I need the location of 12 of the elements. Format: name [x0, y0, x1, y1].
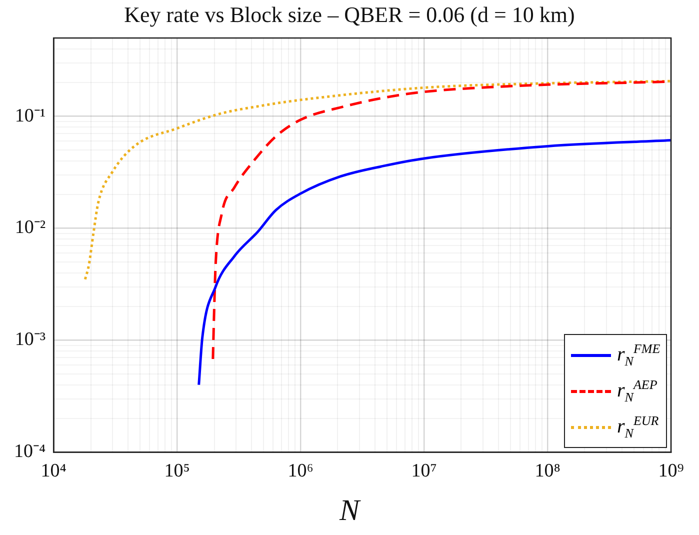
x-tick-label: 10⁹ — [658, 460, 684, 482]
x-tick-label: 10⁵ — [164, 460, 190, 482]
x-tick-label: 10⁷ — [411, 460, 437, 482]
y-tick-label: 10⁻² — [14, 217, 46, 238]
x-tick-label: 10⁸ — [534, 460, 560, 482]
x-axis-title: N — [338, 494, 362, 528]
y-tick-label: 10⁻³ — [14, 329, 46, 350]
chart-title: Key rate vs Block size – QBER = 0.06 (d = 10 km) — [123, 2, 576, 28]
y-tick-label: 10⁻¹ — [14, 105, 46, 126]
x-tick-label: 10⁶ — [288, 460, 314, 482]
y-tick-label: 10⁻⁴ — [14, 441, 46, 462]
x-tick-label: 10⁴ — [40, 460, 67, 482]
